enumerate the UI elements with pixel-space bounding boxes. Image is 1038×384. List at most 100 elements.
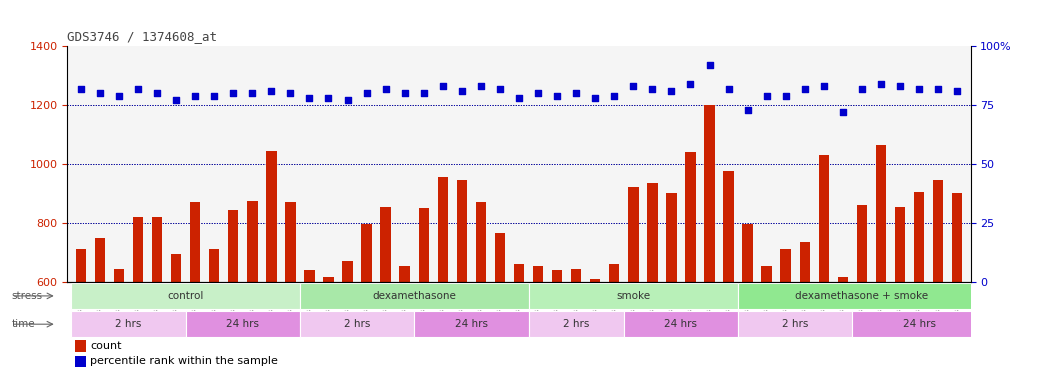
- Bar: [913, 192, 924, 384]
- Point: [796, 85, 813, 91]
- Bar: [781, 249, 791, 384]
- Point: [777, 93, 794, 99]
- Bar: [152, 217, 162, 384]
- Bar: [75, 356, 85, 367]
- Bar: [72, 283, 300, 309]
- Bar: [685, 152, 695, 384]
- Point: [492, 85, 509, 91]
- Text: stress: stress: [11, 291, 43, 301]
- Text: 24 hrs: 24 hrs: [226, 319, 260, 329]
- Bar: [838, 277, 848, 384]
- Point: [225, 90, 242, 96]
- Bar: [738, 311, 852, 337]
- Text: dexamethasone: dexamethasone: [373, 291, 456, 301]
- Bar: [819, 155, 829, 384]
- Bar: [647, 183, 658, 384]
- Bar: [762, 266, 772, 384]
- Bar: [323, 277, 334, 384]
- Point: [378, 85, 394, 91]
- Point: [111, 93, 128, 99]
- Point: [301, 95, 318, 101]
- Bar: [380, 207, 391, 384]
- Bar: [114, 268, 125, 384]
- Bar: [609, 264, 620, 384]
- Point: [415, 90, 432, 96]
- Point: [130, 85, 146, 91]
- Bar: [76, 249, 86, 384]
- Point: [873, 81, 890, 87]
- Text: 24 hrs: 24 hrs: [455, 319, 488, 329]
- Bar: [94, 238, 105, 384]
- Bar: [75, 341, 85, 352]
- Bar: [704, 105, 715, 384]
- Bar: [495, 233, 506, 384]
- Bar: [571, 268, 581, 384]
- Bar: [247, 201, 257, 384]
- Bar: [952, 194, 962, 384]
- Bar: [738, 283, 986, 309]
- Bar: [528, 283, 738, 309]
- Bar: [799, 242, 810, 384]
- Point: [702, 62, 718, 68]
- Point: [949, 88, 965, 94]
- Text: percentile rank within the sample: percentile rank within the sample: [90, 356, 278, 366]
- Point: [892, 83, 908, 89]
- Point: [148, 90, 165, 96]
- Point: [663, 88, 680, 94]
- Bar: [457, 180, 467, 384]
- Bar: [285, 202, 296, 384]
- Point: [454, 88, 470, 94]
- Point: [682, 81, 699, 87]
- Point: [759, 93, 775, 99]
- Bar: [400, 266, 410, 384]
- Point: [853, 85, 870, 91]
- Bar: [228, 210, 239, 384]
- Point: [282, 90, 299, 96]
- Bar: [361, 224, 372, 384]
- Point: [586, 95, 603, 101]
- Bar: [414, 311, 528, 337]
- Bar: [933, 180, 944, 384]
- Bar: [514, 264, 524, 384]
- Bar: [209, 249, 219, 384]
- Point: [720, 85, 737, 91]
- Text: control: control: [167, 291, 203, 301]
- Text: dexamethasone + smoke: dexamethasone + smoke: [795, 291, 929, 301]
- Bar: [723, 171, 734, 384]
- Bar: [895, 207, 905, 384]
- Point: [263, 88, 279, 94]
- Point: [816, 83, 832, 89]
- Bar: [304, 270, 315, 384]
- Bar: [528, 311, 624, 337]
- Bar: [418, 208, 429, 384]
- Point: [358, 90, 375, 96]
- Point: [910, 85, 927, 91]
- Point: [168, 97, 185, 103]
- Bar: [628, 187, 638, 384]
- Point: [472, 83, 489, 89]
- Text: GDS3746 / 1374608_at: GDS3746 / 1374608_at: [67, 30, 218, 43]
- Bar: [666, 194, 677, 384]
- Bar: [300, 311, 414, 337]
- Text: 24 hrs: 24 hrs: [664, 319, 698, 329]
- Point: [930, 85, 947, 91]
- Point: [644, 85, 660, 91]
- Point: [91, 90, 108, 96]
- Text: count: count: [90, 341, 121, 351]
- Point: [549, 93, 566, 99]
- Bar: [266, 151, 276, 384]
- Bar: [133, 217, 143, 384]
- Text: smoke: smoke: [617, 291, 651, 301]
- Bar: [300, 283, 528, 309]
- Bar: [186, 311, 300, 337]
- Point: [244, 90, 261, 96]
- Point: [435, 83, 452, 89]
- Bar: [590, 279, 600, 384]
- Point: [739, 107, 756, 113]
- Bar: [856, 205, 867, 384]
- Point: [835, 109, 851, 115]
- Text: 24 hrs: 24 hrs: [903, 319, 935, 329]
- Point: [339, 97, 356, 103]
- Point: [206, 93, 222, 99]
- Bar: [475, 202, 486, 384]
